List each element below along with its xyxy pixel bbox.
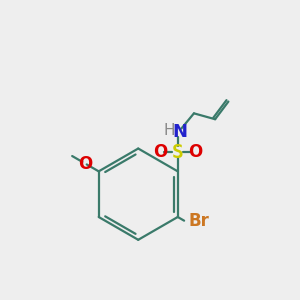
Text: H: H bbox=[164, 123, 175, 138]
Text: S: S bbox=[172, 143, 184, 162]
Text: O: O bbox=[154, 143, 168, 161]
Text: O: O bbox=[78, 155, 93, 173]
Text: O: O bbox=[188, 143, 202, 161]
Text: Br: Br bbox=[189, 212, 210, 230]
Text: N: N bbox=[172, 123, 188, 141]
